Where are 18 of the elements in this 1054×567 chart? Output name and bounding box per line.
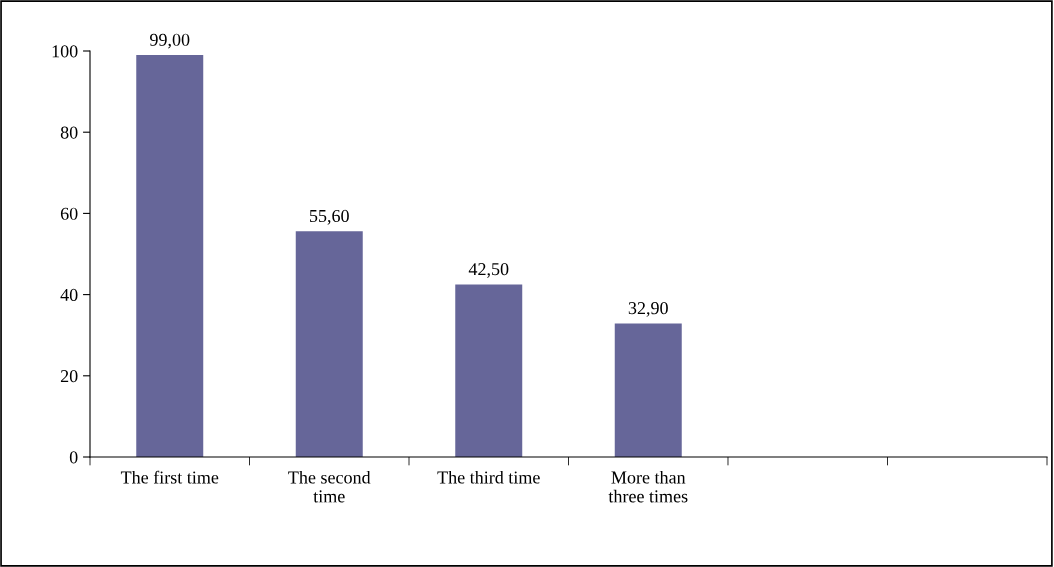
x-tick-label: The first time [120,470,219,484]
y-tick-label: 0 [69,451,78,464]
y-tick-label: 80 [60,126,78,139]
y-tick-label: 60 [60,207,78,220]
bar [295,231,363,457]
x-tick-label: The third time [437,470,540,484]
y-tick-label: 40 [60,288,78,302]
bar [455,284,523,457]
data-label: 99,00 [150,33,190,49]
bar [614,323,682,457]
data-label: 55,60 [309,209,349,225]
data-label: 32,90 [628,302,668,317]
x-tick-label: The second time [288,470,371,503]
y-tick-label: 20 [60,370,78,383]
x-tick-label: More than three times [608,470,688,503]
data-label: 42,50 [468,263,509,278]
y-tick-label: 100 [52,45,78,58]
bar [136,55,204,457]
